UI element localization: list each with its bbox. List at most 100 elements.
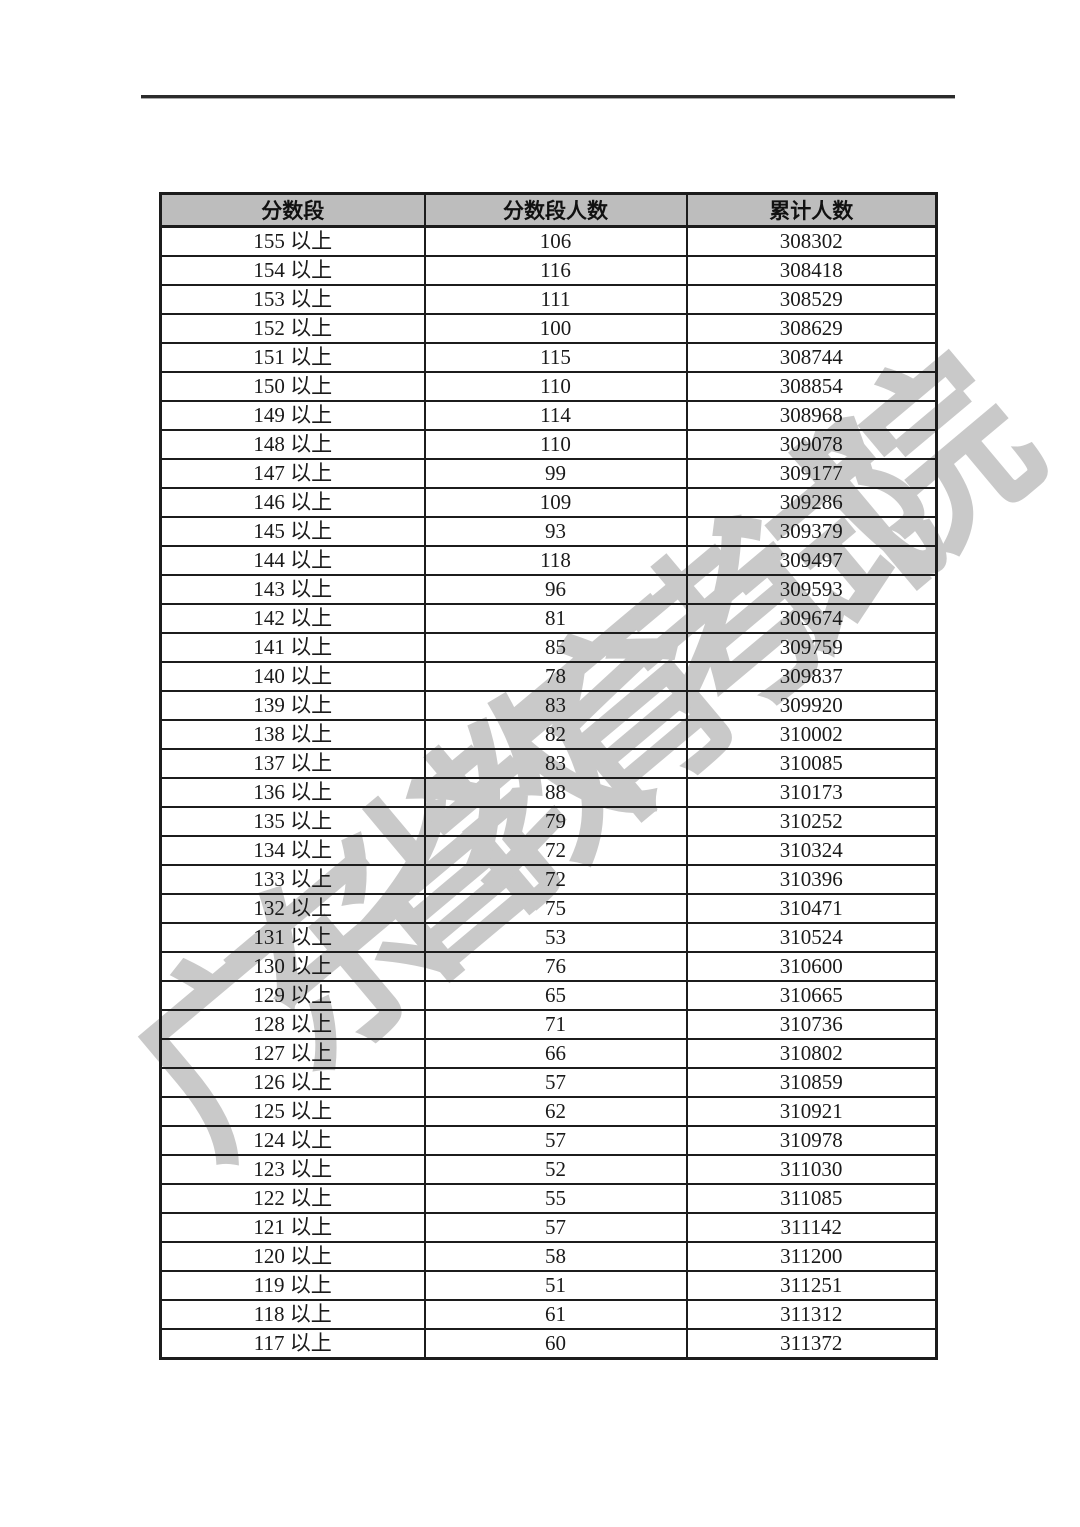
score-range-cell: 139 以上 (159, 690, 426, 721)
table-row: 142 以上 81 309674 (159, 603, 938, 634)
table-row: 153 以上 111 308529 (159, 284, 938, 315)
score-range-cell: 155 以上 (159, 225, 426, 257)
range-count-cell: 111 (423, 284, 688, 315)
score-range-cell: 127 以上 (159, 1038, 426, 1069)
table-row: 124 以上 57 310978 (159, 1125, 938, 1156)
score-range-cell: 143 以上 (159, 574, 426, 605)
score-range-cell: 141 以上 (159, 632, 426, 663)
range-count-cell: 61 (423, 1299, 688, 1330)
range-count-cell: 65 (423, 980, 688, 1011)
table-row: 140 以上 78 309837 (159, 661, 938, 692)
score-range-cell: 128 以上 (159, 1009, 426, 1040)
cumulative-count-cell: 310859 (685, 1067, 938, 1098)
range-count-cell: 58 (423, 1241, 688, 1272)
table-row: 152 以上 100 308629 (159, 313, 938, 344)
table-row: 137 以上 83 310085 (159, 748, 938, 779)
score-range-cell: 151 以上 (159, 342, 426, 373)
range-count-cell: 75 (423, 893, 688, 924)
table-row: 136 以上 88 310173 (159, 777, 938, 808)
range-count-cell: 96 (423, 574, 688, 605)
score-range-cell: 124 以上 (159, 1125, 426, 1156)
table-row: 134 以上 72 310324 (159, 835, 938, 866)
table-row: 155 以上 106 308302 (159, 225, 938, 257)
range-count-cell: 72 (423, 835, 688, 866)
range-count-cell: 55 (423, 1183, 688, 1214)
cumulative-count-cell: 310396 (685, 864, 938, 895)
range-count-cell: 83 (423, 748, 688, 779)
cumulative-count-cell: 310471 (685, 893, 938, 924)
table-row: 127 以上 66 310802 (159, 1038, 938, 1069)
score-range-cell: 152 以上 (159, 313, 426, 344)
cumulative-count-cell: 308968 (685, 400, 938, 431)
table-row: 132 以上 75 310471 (159, 893, 938, 924)
table-row: 118 以上 61 311312 (159, 1299, 938, 1330)
score-range-cell: 125 以上 (159, 1096, 426, 1127)
range-count-cell: 53 (423, 922, 688, 953)
score-range-cell: 142 以上 (159, 603, 426, 634)
score-range-cell: 137 以上 (159, 748, 426, 779)
table-row: 150 以上 110 308854 (159, 371, 938, 402)
cumulative-count-cell: 311200 (685, 1241, 938, 1272)
cumulative-count-cell: 310524 (685, 922, 938, 953)
score-range-cell: 153 以上 (159, 284, 426, 315)
table-row: 120 以上 58 311200 (159, 1241, 938, 1272)
score-range-cell: 130 以上 (159, 951, 426, 982)
range-count-cell: 72 (423, 864, 688, 895)
cumulative-count-cell: 308418 (685, 255, 938, 286)
score-range-cell: 121 以上 (159, 1212, 426, 1243)
score-range-cell: 119 以上 (159, 1270, 426, 1301)
range-count-cell: 93 (423, 516, 688, 547)
range-count-cell: 83 (423, 690, 688, 721)
range-count-cell: 115 (423, 342, 688, 373)
table-row: 143 以上 96 309593 (159, 574, 938, 605)
table-row: 130 以上 76 310600 (159, 951, 938, 982)
score-range-cell: 134 以上 (159, 835, 426, 866)
cumulative-count-cell: 310252 (685, 806, 938, 837)
cumulative-count-cell: 310978 (685, 1125, 938, 1156)
table-row: 149 以上 114 308968 (159, 400, 938, 431)
range-count-cell: 51 (423, 1270, 688, 1301)
table-body: 155 以上 106 308302 154 以上 116 308418 153 以上 111 3… (159, 225, 938, 1360)
header-rule (141, 95, 955, 99)
table-row: 148 以上 110 309078 (159, 429, 938, 460)
score-range-cell: 136 以上 (159, 777, 426, 808)
range-count-cell: 114 (423, 400, 688, 431)
cumulative-count-cell: 311030 (685, 1154, 938, 1185)
score-range-cell: 150 以上 (159, 371, 426, 402)
table-row: 121 以上 57 311142 (159, 1212, 938, 1243)
cumulative-count-cell: 311312 (685, 1299, 938, 1330)
table-row: 125 以上 62 310921 (159, 1096, 938, 1127)
score-distribution-table: 分数段 分数段人数 累计人数 155 以上 106 308302 154 以上 116 3… (159, 192, 938, 1360)
table-row: 141 以上 85 309759 (159, 632, 938, 663)
range-count-cell: 57 (423, 1067, 688, 1098)
range-count-cell: 116 (423, 255, 688, 286)
range-count-cell: 110 (423, 429, 688, 460)
score-range-cell: 122 以上 (159, 1183, 426, 1214)
cumulative-count-cell: 309920 (685, 690, 938, 721)
table-row: 119 以上 51 311251 (159, 1270, 938, 1301)
range-count-cell: 57 (423, 1125, 688, 1156)
table-row: 138 以上 82 310002 (159, 719, 938, 750)
range-count-cell: 85 (423, 632, 688, 663)
range-count-cell: 76 (423, 951, 688, 982)
score-range-cell: 147 以上 (159, 458, 426, 489)
table-row: 147 以上 99 309177 (159, 458, 938, 489)
cumulative-count-cell: 310665 (685, 980, 938, 1011)
score-range-cell: 135 以上 (159, 806, 426, 837)
column-header-range-count: 分数段人数 (423, 192, 688, 228)
score-range-cell: 154 以上 (159, 255, 426, 286)
cumulative-count-cell: 309837 (685, 661, 938, 692)
cumulative-count-cell: 310600 (685, 951, 938, 982)
score-range-cell: 133 以上 (159, 864, 426, 895)
table-row: 122 以上 55 311085 (159, 1183, 938, 1214)
range-count-cell: 57 (423, 1212, 688, 1243)
table-row: 144 以上 118 309497 (159, 545, 938, 576)
range-count-cell: 60 (423, 1328, 688, 1360)
score-range-cell: 149 以上 (159, 400, 426, 431)
cumulative-count-cell: 311251 (685, 1270, 938, 1301)
range-count-cell: 81 (423, 603, 688, 634)
score-range-cell: 132 以上 (159, 893, 426, 924)
cumulative-count-cell: 310736 (685, 1009, 938, 1040)
score-range-cell: 123 以上 (159, 1154, 426, 1185)
